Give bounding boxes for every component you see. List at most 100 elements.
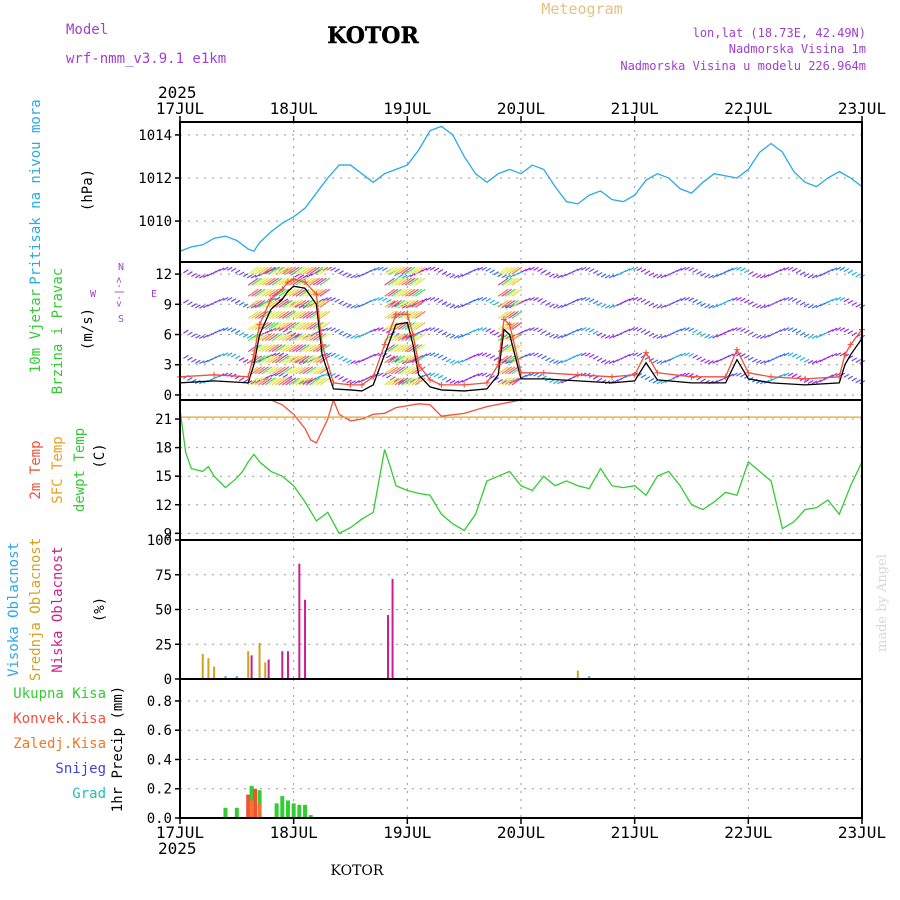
- wind-barb: [312, 321, 324, 330]
- wind-barb: [302, 266, 314, 275]
- product-title: Meteogram: [541, 0, 622, 18]
- wind-barb: [485, 353, 492, 358]
- wind-barb: [387, 321, 399, 330]
- wind-barb: [473, 373, 480, 378]
- wind-barb: [342, 332, 348, 337]
- wind-barb: [692, 268, 698, 273]
- wind-unit: (m/s): [80, 308, 96, 350]
- wind-barb: [299, 355, 310, 364]
- y-tick-label: 25: [155, 637, 172, 653]
- wind-barb: [724, 269, 730, 274]
- wind-barb: [449, 304, 456, 309]
- wind-barb: [384, 277, 395, 286]
- wind-barb: [779, 267, 786, 272]
- wind-barb: [218, 327, 225, 332]
- wind-barb: [732, 266, 738, 271]
- wind-barb: [799, 301, 806, 306]
- wind-barb: [576, 267, 583, 272]
- pressure-unit: (hPa): [80, 169, 96, 211]
- wind-barb: [305, 355, 317, 364]
- wind-barb: [334, 328, 340, 333]
- wind-barb: [545, 271, 551, 276]
- wind-barb: [541, 299, 547, 304]
- wind-barb: [509, 304, 515, 309]
- wind-barb: [408, 310, 419, 319]
- wind-barb: [397, 277, 409, 286]
- wind-barb: [295, 310, 307, 319]
- wind-barb: [827, 268, 834, 273]
- wind-barb: [680, 297, 687, 302]
- wind-barb: [847, 375, 854, 380]
- wind-barb: [549, 358, 555, 363]
- wind-barb: [537, 373, 543, 378]
- wind-barb: [759, 304, 766, 309]
- wind-barb: [271, 277, 283, 286]
- wind-barb: [387, 299, 399, 308]
- wind-barb: [222, 266, 229, 271]
- wind-barb: [501, 310, 513, 319]
- wind-barb: [604, 334, 611, 339]
- wind-barb: [414, 321, 426, 330]
- wind-barb: [795, 269, 802, 274]
- wind-barb: [504, 355, 516, 364]
- wind-barb: [437, 299, 444, 304]
- wind-barb: [815, 273, 822, 278]
- wind-barb: [346, 359, 352, 364]
- wind-barb: [636, 267, 643, 272]
- wind-barb: [417, 269, 424, 274]
- wind-barb: [346, 379, 352, 384]
- wind-barb: [292, 299, 303, 308]
- wind-barb: [481, 372, 488, 377]
- wind-barb: [316, 266, 327, 275]
- wind-barb: [791, 328, 798, 333]
- wind-barb: [644, 300, 651, 305]
- wind-barb: [763, 359, 770, 364]
- wind-barb: [394, 366, 406, 375]
- wind-barb: [704, 304, 710, 309]
- wind-barb: [799, 331, 806, 336]
- wind-barb: [433, 373, 440, 378]
- wind-barb: [401, 366, 412, 375]
- wind-barb: [387, 277, 399, 286]
- wind-barb: [557, 380, 563, 385]
- wind-barb: [497, 310, 509, 319]
- wind-barb: [264, 333, 276, 342]
- wind-barb: [445, 378, 452, 383]
- wind-barb: [254, 277, 266, 286]
- wind-barb: [251, 366, 262, 375]
- wind-barb: [783, 296, 790, 301]
- wind-barb: [261, 377, 273, 386]
- wind-barb: [453, 335, 460, 340]
- wind-barb: [230, 328, 237, 333]
- wind-barb: [309, 366, 320, 375]
- wind-barb: [489, 299, 496, 304]
- wind-barb: [350, 274, 356, 279]
- data-bar: [291, 803, 296, 818]
- wind-barb: [799, 357, 806, 362]
- compass-ns-arrow: <-|->: [114, 277, 125, 307]
- wind-barb: [319, 377, 331, 386]
- wind-barb: [258, 277, 269, 286]
- wind-barb: [509, 273, 515, 278]
- wind-barb: [385, 374, 392, 379]
- wind-barb: [421, 353, 428, 358]
- wind-barb: [230, 298, 237, 303]
- wind-barb: [382, 297, 388, 302]
- wind-barb: [195, 274, 201, 279]
- precip-legend-label: Zaledj.Kisa: [13, 736, 106, 752]
- wind-barb: [387, 266, 399, 275]
- wind-barb: [187, 356, 193, 361]
- wind-barb: [334, 298, 340, 303]
- wind-barb: [401, 355, 412, 364]
- wind-barb: [489, 269, 496, 274]
- wind-barb: [477, 372, 484, 377]
- wind-barb: [391, 366, 402, 375]
- wind-barb: [288, 321, 300, 330]
- wind-barb: [275, 355, 286, 364]
- wind-barb: [299, 321, 310, 330]
- wind-barb: [230, 353, 237, 358]
- wind-barb: [242, 333, 249, 338]
- wind-barb: [342, 302, 348, 307]
- wind-barb: [521, 354, 527, 359]
- wind-barb: [529, 296, 535, 301]
